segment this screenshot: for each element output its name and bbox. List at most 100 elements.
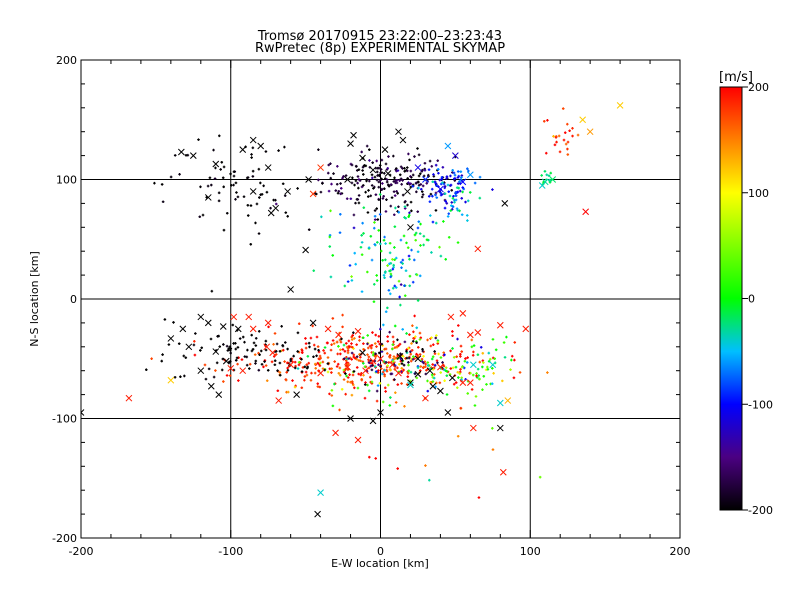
data-point [482,361,485,364]
data-point [251,347,255,351]
data-point [286,347,289,351]
data-point [396,338,399,342]
data-point [347,339,351,343]
data-point [413,155,416,158]
data-point [265,379,269,382]
data-point [160,183,164,186]
data-point [360,378,364,382]
data-point [420,357,424,361]
data-point [384,258,387,262]
x-tick-label: -200 [69,545,94,558]
data-point-x [582,208,590,216]
data-point [254,337,258,340]
data-point [415,341,418,345]
data-point [317,148,320,151]
data-point-x [317,369,324,377]
data-point [407,369,411,373]
data-point [341,313,344,317]
data-point [445,374,449,377]
data-point [313,362,317,366]
data-point [416,299,420,302]
data-point [383,374,386,378]
data-point [377,363,380,367]
data-point-x [501,200,509,207]
data-point [356,198,360,201]
data-point [296,331,300,335]
data-point [386,306,389,310]
data-point [449,183,453,187]
data-point [273,359,277,363]
data-point [392,541,395,544]
data-point [412,336,415,340]
data-point-x [466,379,474,387]
data-point [213,177,217,180]
data-point [380,350,384,353]
data-point [355,366,359,369]
y-tick-label: 100 [56,174,77,187]
data-point [360,290,364,293]
data-point [326,370,330,374]
data-point-x [404,188,411,195]
data-point [369,364,373,368]
data-point [240,358,244,361]
data-point-x [426,367,434,375]
data-point [344,359,348,362]
data-point [366,334,370,337]
data-point [383,386,387,390]
data-point [439,254,443,258]
data-point [417,220,421,223]
data-point [255,202,259,206]
data-point [278,371,282,374]
data-point [439,371,443,374]
x-tick-label: 200 [670,545,691,558]
data-point [434,209,438,212]
data-point [333,360,336,363]
data-point [408,284,412,288]
data-point [446,183,450,187]
data-point [341,348,345,351]
data-point [394,391,397,394]
data-point [376,241,379,244]
data-point [313,347,317,351]
data-point-x [549,176,557,183]
data-point [389,183,393,186]
data-point [414,238,417,242]
data-point [477,496,481,499]
data-point [392,154,395,158]
data-point [381,400,385,404]
data-point [373,243,377,246]
data-point [342,343,346,347]
data-point [538,475,542,479]
data-point [352,331,355,334]
data-point [437,171,440,175]
data-point [352,213,356,217]
data-point [371,353,375,357]
data-point [447,190,451,193]
data-point [402,234,406,238]
data-point [350,351,354,355]
data-point [345,345,349,349]
data-point [438,178,442,182]
data-point [394,168,398,171]
data-point [382,273,386,277]
data-point [335,182,339,186]
data-point [262,184,265,188]
data-points [81,102,624,544]
data-point [359,245,363,249]
data-point [335,340,339,344]
data-point [314,367,318,370]
data-point [449,349,452,353]
data-point [472,344,476,347]
data-point [470,388,474,391]
data-point [172,321,175,324]
data-point [232,170,236,174]
data-point [419,183,423,186]
data-point [368,455,371,459]
data-point [344,372,347,375]
data-point [427,195,431,198]
data-point [509,368,512,371]
data-point [281,182,285,186]
data-point [331,339,335,342]
data-point [409,352,413,356]
data-point [459,406,463,410]
